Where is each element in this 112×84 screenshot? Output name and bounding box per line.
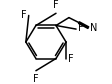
Text: F: F [68, 54, 74, 64]
Text: F: F [21, 10, 27, 20]
Text: F: F [78, 23, 84, 33]
Text: N: N [90, 23, 98, 33]
Text: F: F [53, 0, 59, 10]
Text: F: F [33, 74, 39, 84]
